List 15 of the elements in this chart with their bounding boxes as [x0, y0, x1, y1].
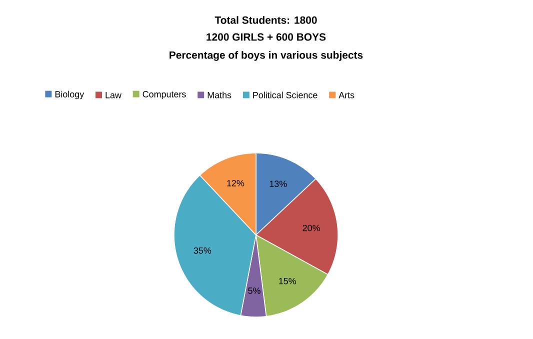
data-label: 13% — [270, 180, 287, 188]
legend-label: Political Science — [253, 92, 318, 98]
legend-label: Arts — [338, 92, 354, 98]
text: Percentage of boys in various subjects — [170, 51, 363, 61]
legend-label: Law — [106, 92, 122, 98]
data-label: 12% — [227, 180, 244, 186]
legend-label: Maths — [208, 92, 232, 98]
legend-label: Computers — [142, 91, 186, 100]
data-label: 15% — [279, 278, 296, 284]
data-label: 5% — [248, 288, 260, 294]
legend-label: Biology — [55, 90, 84, 100]
data-label: 35% — [194, 247, 212, 254]
chart-subtitle: 1200 GIRLS + 600 BOYS — [206, 33, 326, 41]
chart-title: Total Students: 1800 — [214, 16, 317, 24]
data-label: 20% — [302, 224, 320, 232]
